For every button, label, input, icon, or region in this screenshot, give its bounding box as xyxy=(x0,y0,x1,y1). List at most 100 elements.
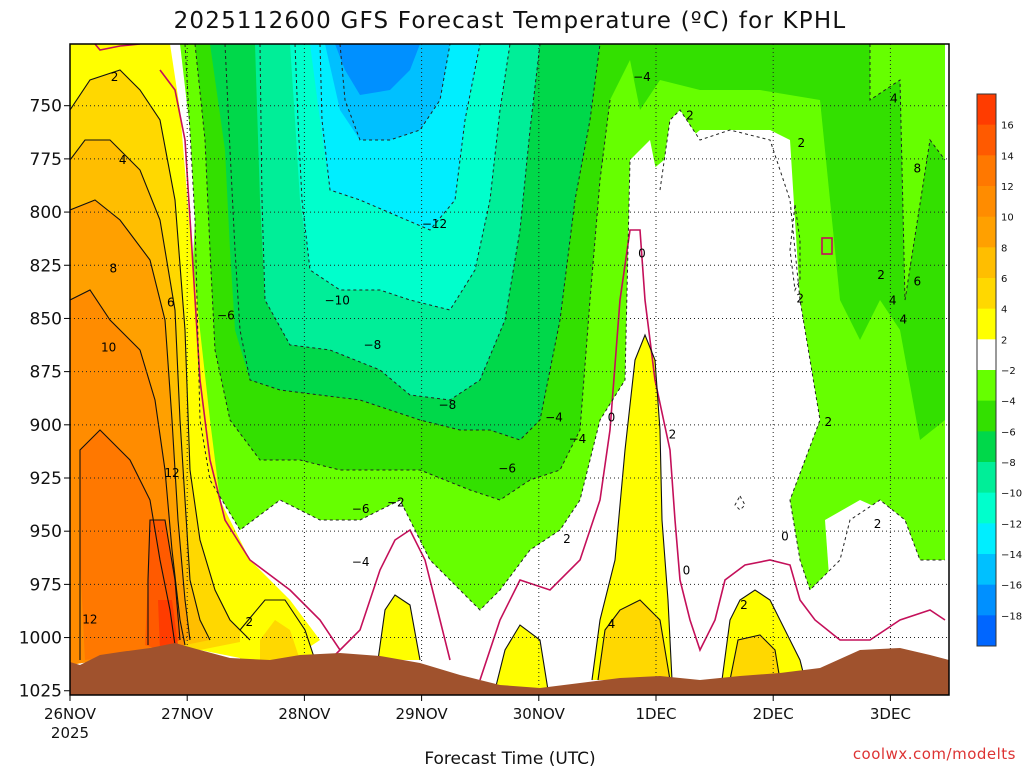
colorbar-tick-label: −6 xyxy=(1001,427,1016,438)
contour-label: 2 xyxy=(740,598,748,612)
colorbar-swatch xyxy=(977,94,996,126)
y-tick-label: 850 xyxy=(30,309,62,329)
contour-label: 8 xyxy=(110,262,118,276)
contour-label: 8 xyxy=(914,162,922,176)
contour-label: 2 xyxy=(111,70,119,84)
y-tick-label: 1025 xyxy=(19,682,62,702)
y-tick-label: 825 xyxy=(30,256,62,276)
colorbar-swatch xyxy=(977,124,996,156)
y-tick-label: 900 xyxy=(30,416,62,436)
contour-label: 2 xyxy=(669,428,677,442)
contour-label: 0 xyxy=(683,564,691,578)
x-tick-label: 30NOV xyxy=(513,705,566,723)
colorbar-tick-label: −2 xyxy=(1001,366,1016,377)
y-tick-label: 750 xyxy=(30,97,62,117)
colorbar-swatch xyxy=(977,400,996,432)
contour-label: 0 xyxy=(638,247,646,261)
y-tick-label: 950 xyxy=(30,522,62,542)
colorbar-swatch xyxy=(977,155,996,187)
warm-pocket-29nov xyxy=(378,595,420,660)
x-tick-label: 27NOV xyxy=(161,705,214,723)
contour-label: 6 xyxy=(914,274,922,288)
contour-label: 6 xyxy=(167,296,175,310)
colorbar-tick-label: −8 xyxy=(1001,458,1016,469)
x-tick-label: 28NOV xyxy=(278,705,331,723)
contour-label: 12 xyxy=(82,613,97,627)
contour-label: 2 xyxy=(877,268,885,282)
x-tick-label: 26NOV xyxy=(44,705,97,723)
contour-label: −4 xyxy=(352,555,370,569)
colorbar-swatch xyxy=(977,339,996,371)
contour-label: 4 xyxy=(889,294,897,308)
credit-text: coolwx.com/modelts xyxy=(853,745,1016,763)
contour-label: −6 xyxy=(498,462,516,476)
colorbar-tick-label: 14 xyxy=(1001,151,1014,162)
colorbar-swatch xyxy=(977,554,996,586)
x-year-label: 2025 xyxy=(51,724,89,742)
warm-pocket-30nov xyxy=(495,625,548,690)
y-tick-label: 975 xyxy=(30,575,62,595)
colorbar-tick-label: −18 xyxy=(1001,611,1022,622)
colorbar-swatch xyxy=(977,523,996,555)
y-tick-label: 875 xyxy=(30,363,62,383)
colorbar-swatch xyxy=(977,247,996,279)
x-axis-label: Forecast Time (UTC) xyxy=(424,749,595,768)
contour-label: 4 xyxy=(899,313,907,327)
colorbar-tick-label: 12 xyxy=(1001,182,1014,193)
colorbar-tick-label: 4 xyxy=(1001,305,1007,316)
y-axis: 750 775 800 825 850 875 900 925 950 975 1000 1025 xyxy=(19,97,70,702)
warm-pocket-1dec xyxy=(592,335,672,680)
colorbar-frame xyxy=(976,93,997,647)
x-axis: 26NOV 27NOV 28NOV 29NOV 30NOV 1DEC 2DEC 3DEC xyxy=(44,695,911,723)
colorbar-swatch xyxy=(977,186,996,218)
contour-label: 12 xyxy=(164,466,179,480)
colorbar-swatch xyxy=(977,278,996,310)
band-minus-16-to-minus-18 xyxy=(335,44,420,95)
colorbar-tick-label: −12 xyxy=(1001,519,1022,530)
colorbar: 16 14 12 10 8 6 4 2 −2 −4 −6 −8 −10 −12 −14 −16 −18 xyxy=(976,93,1022,647)
colorbar-swatch xyxy=(977,584,996,616)
terrain-ground xyxy=(70,643,949,695)
colorbar-tick-label: 2 xyxy=(1001,335,1007,346)
contour-label: 0 xyxy=(781,530,789,544)
contour-label: 2 xyxy=(563,532,571,546)
colorbar-tick-label: −14 xyxy=(1001,550,1022,561)
y-tick-label: 925 xyxy=(30,469,62,489)
warm-pocket-2dec-core xyxy=(730,635,780,680)
x-tick-label: 29NOV xyxy=(396,705,449,723)
contour-label: −4 xyxy=(545,411,563,425)
colorbar-swatch xyxy=(977,492,996,524)
positive-contour-lines xyxy=(70,69,806,691)
colorbar-swatch xyxy=(977,216,996,248)
colorbar-swatch xyxy=(977,431,996,463)
colorbar-tick-label: −4 xyxy=(1001,397,1016,408)
y-tick-label: 775 xyxy=(30,150,62,170)
mild-patch-center xyxy=(640,130,810,560)
plot-area xyxy=(70,44,949,695)
zero-isotherm-lines xyxy=(94,44,946,681)
contour-label: 2 xyxy=(798,136,806,150)
contour-label: 4 xyxy=(608,617,616,631)
colorbar-swatch xyxy=(977,615,996,647)
colorbar-swatch xyxy=(977,462,996,494)
x-tick-label: 1DEC xyxy=(635,705,676,723)
contour-label: −8 xyxy=(439,398,457,412)
y-tick-label: 1000 xyxy=(19,629,62,649)
contour-label: −12 xyxy=(422,217,447,231)
contour-label: −2 xyxy=(387,496,405,510)
colorbar-tick-label: 6 xyxy=(1001,274,1007,285)
contour-label: 2 xyxy=(824,415,832,429)
mild-patch-right xyxy=(825,500,915,620)
x-tick-label: 2DEC xyxy=(753,705,794,723)
colorbar-swatch xyxy=(977,308,996,340)
colorbar-tick-label: −10 xyxy=(1001,489,1022,500)
contour-label: 4 xyxy=(119,153,127,167)
colorbar-tick-label: −16 xyxy=(1001,581,1022,592)
contour-label: 2 xyxy=(686,108,694,122)
colorbar-swatch xyxy=(977,370,996,402)
x-tick-label: 3DEC xyxy=(870,705,911,723)
negative-contour-lines xyxy=(184,44,946,611)
colorbar-tick-label: 10 xyxy=(1001,213,1014,224)
contour-label: 2 xyxy=(796,291,804,305)
